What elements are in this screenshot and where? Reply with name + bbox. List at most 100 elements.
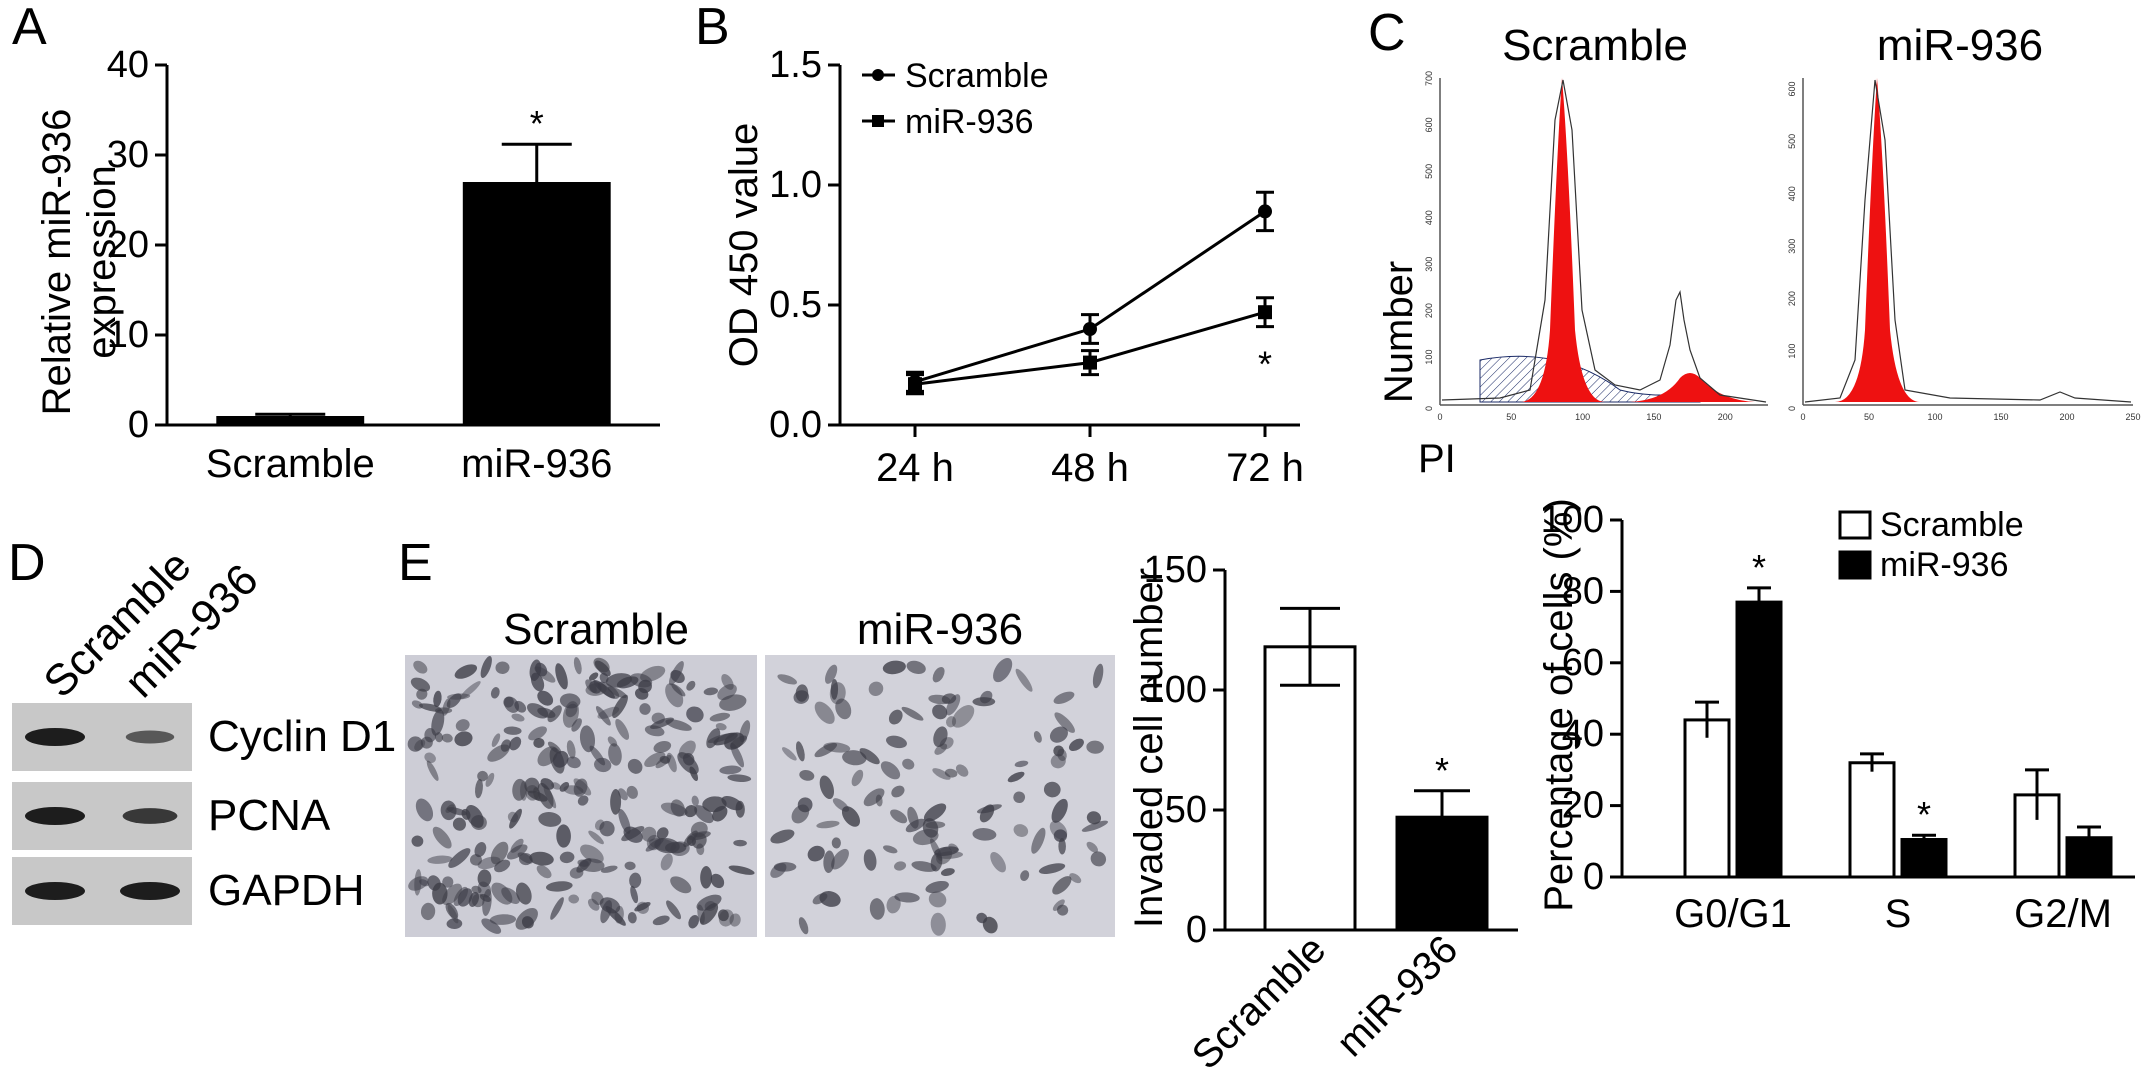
invasion-cell-scramble <box>715 723 727 731</box>
invasion-cell-scramble <box>629 673 653 688</box>
chart-e-bar <box>1263 645 1357 932</box>
invasion-cell-mir936 <box>928 694 951 705</box>
invasion-cell-mir936 <box>925 880 949 894</box>
chart-cell-cycle: 0 20 40 60 80 100 G0/G1 * S * G2/M Percentage of … <box>1537 498 2135 936</box>
chart-b-legend: Scramble miR-936 <box>862 57 1049 141</box>
invasion-cell-scramble <box>739 720 751 743</box>
invasion-cell-scramble <box>684 805 698 818</box>
invasion-cell-scramble <box>447 693 471 700</box>
invasion-cell-scramble <box>485 772 495 787</box>
invasion-cell-scramble <box>480 656 492 679</box>
invasion-cell-mir936 <box>863 788 885 807</box>
chart-a-bar <box>462 182 611 425</box>
invasion-cell-scramble <box>537 690 554 706</box>
invasion-cell-scramble <box>477 770 488 782</box>
flow-left-xtick-label: 0 <box>1437 412 1442 422</box>
chart-cc-bar <box>1735 600 1783 879</box>
invasion-cell-scramble <box>682 752 695 766</box>
invasion-cell-scramble <box>605 673 633 688</box>
invasion-cell-scramble <box>629 872 642 889</box>
flow-right-ytick-label: 100 <box>1787 344 1797 359</box>
invasion-cell-mir936 <box>1051 798 1068 823</box>
invasion-cell-scramble <box>489 914 517 925</box>
invasion-cell-scramble <box>538 812 562 827</box>
invasion-cell-scramble <box>686 706 704 723</box>
invasion-cell-mir936 <box>799 770 815 781</box>
invasion-cell-scramble <box>550 897 564 920</box>
invasion-cell-scramble <box>481 918 502 934</box>
invasion-cell-scramble <box>452 817 466 831</box>
chart-a-ytick-label: 20 <box>107 224 149 266</box>
invasion-cell-scramble <box>533 787 541 801</box>
invasion-cell-mir936 <box>990 852 1006 873</box>
invasion-cell-mir936 <box>906 660 926 675</box>
invasion-cell-scramble <box>660 853 673 871</box>
invasion-cell-mir936 <box>993 658 1013 683</box>
chart-e-ylabel: Invaded cell number <box>1127 568 1171 928</box>
invasion-cell-scramble <box>573 778 588 797</box>
invasion-cell-scramble <box>717 909 729 922</box>
invasion-cell-scramble <box>624 861 636 871</box>
invasion-cell-scramble <box>634 902 651 912</box>
chart-cc-bar <box>1848 761 1896 879</box>
invasion-cell-mir936 <box>888 709 903 725</box>
invasion-cell-mir936 <box>923 803 947 822</box>
chart-b-point <box>1083 322 1097 336</box>
flow-left-ytick-label: 400 <box>1424 210 1434 225</box>
invasion-cell-scramble <box>696 843 705 856</box>
invasion-cell-mir936 <box>948 843 959 852</box>
invasion-cell-mir936 <box>1053 829 1068 842</box>
invasion-cell-scramble <box>454 731 473 747</box>
panel-letter-d: D <box>8 534 46 592</box>
chart-e-ytick-label: 0 <box>1186 909 1207 951</box>
invasion-cell-scramble <box>710 873 725 889</box>
invasion-cell-mir936 <box>781 747 797 761</box>
invasion-cell-scramble <box>588 830 604 845</box>
invasion-cell-mir936 <box>1052 876 1072 895</box>
chart-b-point <box>1258 305 1272 320</box>
invasion-cell-mir936 <box>825 664 838 684</box>
invasion-cell-scramble <box>719 765 742 775</box>
invasion-cell-mir936 <box>944 768 958 778</box>
invasion-cell-scramble <box>453 886 469 907</box>
legend-swatch-scramble <box>1838 510 1872 540</box>
invasion-cell-scramble <box>526 703 549 719</box>
invasion-cell-mir936 <box>869 898 885 920</box>
invasion-cell-mir936 <box>770 829 795 844</box>
legend-swatch-mir936 <box>1838 550 1872 580</box>
invasion-cell-mir936 <box>972 828 997 841</box>
chart-cc-ytick-label: 100 <box>1541 499 1604 541</box>
blot-band <box>120 882 180 900</box>
invasion-cell-mir936 <box>851 769 864 787</box>
blot-band <box>122 808 178 824</box>
invasion-cell-scramble <box>420 736 433 749</box>
invasion-cell-scramble <box>580 844 604 864</box>
invasion-cell-scramble <box>717 684 737 701</box>
invasion-cell-mir936 <box>1015 668 1033 692</box>
invasion-cell-scramble <box>427 875 441 891</box>
invasion-cell-scramble <box>641 826 657 842</box>
invasion-cell-scramble <box>595 706 611 726</box>
invasion-cell-scramble <box>644 725 665 737</box>
invasion-cell-scramble <box>512 778 527 801</box>
invasion-cell-scramble <box>426 760 439 781</box>
invasion-cell-scramble <box>694 805 714 824</box>
flow-title-scramble: Scramble <box>1502 21 1688 70</box>
invasion-cell-mir936 <box>807 845 825 862</box>
chart-a-bar <box>216 416 365 425</box>
invasion-cell-scramble <box>634 687 649 700</box>
invasion-cell-scramble <box>700 866 713 889</box>
cc-legend-label-mir936: miR-936 <box>1880 546 2008 584</box>
invasion-cell-scramble <box>608 743 622 766</box>
invasion-cell-mir936 <box>886 735 907 749</box>
invasion-cell-scramble <box>585 679 597 693</box>
invasion-cell-scramble <box>537 746 558 767</box>
invasion-cell-scramble <box>577 795 589 806</box>
panel-letter-c: C <box>1368 4 1406 62</box>
flow-g1-peak-mir936 <box>1835 78 1920 402</box>
invasion-cell-scramble <box>556 824 571 848</box>
invasion-cell-mir936 <box>835 698 852 720</box>
invasion-cell-scramble <box>569 867 584 879</box>
invasion-cell-mir936 <box>1013 824 1029 837</box>
invasion-cell-scramble <box>670 876 692 894</box>
